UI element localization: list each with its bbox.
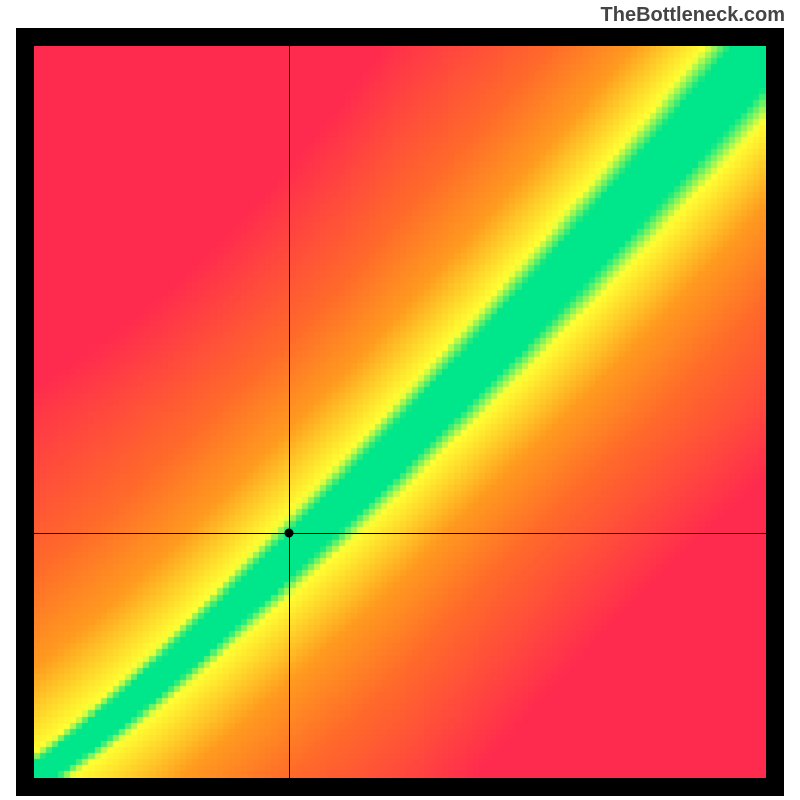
crosshair-horizontal: [34, 533, 766, 534]
crosshair-marker-dot: [284, 528, 293, 537]
crosshair-vertical: [289, 46, 290, 778]
heatmap-chart: [16, 28, 784, 796]
heatmap-canvas: [34, 46, 766, 778]
attribution-text: TheBottleneck.com: [601, 4, 785, 27]
